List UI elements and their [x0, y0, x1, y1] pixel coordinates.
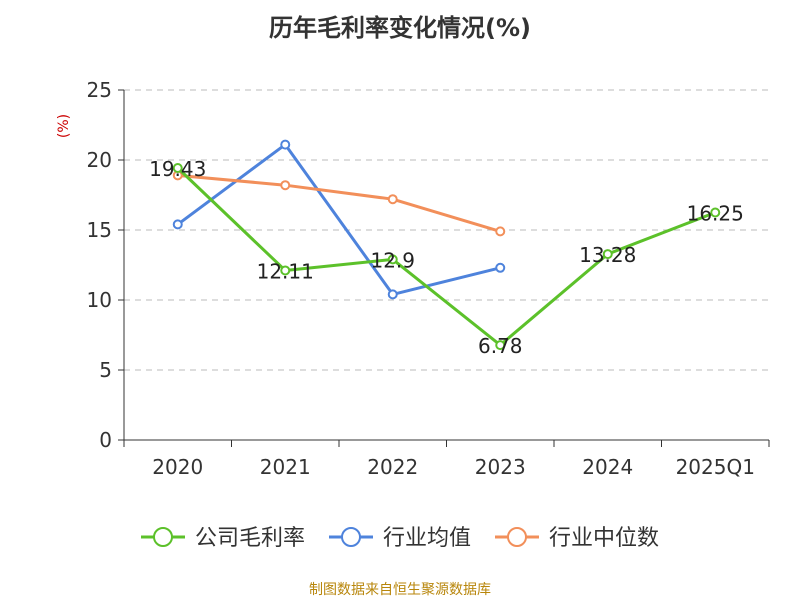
series-line — [176, 143, 501, 296]
x-tick-label: 2023 — [475, 455, 526, 479]
data-point — [280, 180, 291, 191]
series-line — [176, 166, 716, 347]
data-label: 19.43 — [149, 157, 206, 181]
data-point — [172, 219, 183, 230]
legend-marker — [153, 527, 173, 547]
data-point — [495, 262, 506, 273]
y-tick-label: 5 — [99, 358, 112, 382]
data-point — [387, 289, 398, 300]
y-tick-label: 15 — [87, 218, 112, 242]
data-label: 12.9 — [370, 248, 415, 272]
data-point — [495, 226, 506, 237]
data-label: 16.25 — [687, 202, 744, 226]
chart-title: 历年毛利率变化情况(%) — [269, 14, 531, 42]
legend-label: 行业中位数 — [549, 526, 659, 551]
y-tick-label: 25 — [87, 78, 112, 102]
data-point — [710, 207, 721, 218]
data-point — [602, 249, 613, 260]
legend-label: 公司毛利率 — [195, 526, 305, 551]
x-tick-label: 2024 — [582, 455, 633, 479]
data-point — [280, 265, 291, 276]
data-label: 13.28 — [579, 243, 636, 267]
series-line — [177, 173, 501, 233]
data-point — [387, 254, 398, 265]
legend-marker — [341, 527, 361, 547]
y-tick-label: 0 — [99, 428, 112, 452]
x-tick-label: 2025Q1 — [676, 455, 755, 479]
x-tick-label: 2021 — [260, 455, 311, 479]
x-tick-label: 2022 — [367, 455, 418, 479]
data-point — [495, 340, 506, 351]
y-tick-label: 10 — [87, 288, 112, 312]
y-unit-label: (%) — [56, 114, 72, 138]
data-label: 6.78 — [478, 334, 523, 358]
data-point — [280, 139, 291, 150]
data-point — [172, 162, 183, 173]
legend-marker — [507, 527, 527, 547]
legend-label: 行业均值 — [383, 526, 471, 551]
source-note: 制图数据来自恒生聚源数据库 — [309, 582, 491, 598]
x-tick-label: 2020 — [152, 455, 203, 479]
data-label: 12.11 — [257, 259, 314, 283]
y-tick-label: 20 — [87, 148, 112, 172]
data-point — [387, 194, 398, 205]
